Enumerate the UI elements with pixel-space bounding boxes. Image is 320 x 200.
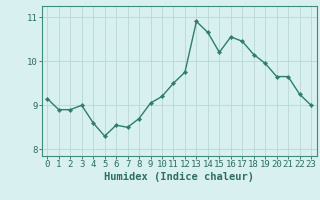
X-axis label: Humidex (Indice chaleur): Humidex (Indice chaleur): [104, 172, 254, 182]
